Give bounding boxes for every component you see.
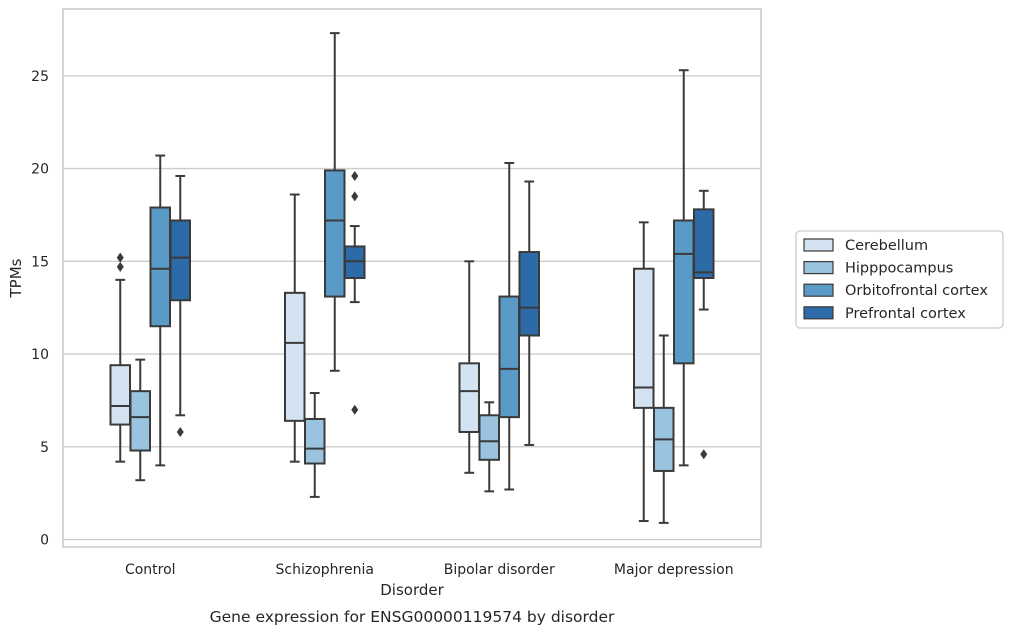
x-tick-label: Bipolar disorder <box>444 562 555 578</box>
iqr-box <box>478 414 500 461</box>
outlier-point <box>116 252 124 263</box>
iqr-box <box>693 208 715 280</box>
legend-swatch <box>803 283 834 297</box>
box-groups <box>109 32 715 524</box>
box-group <box>633 221 655 523</box>
y-tick-label: 10 <box>31 347 49 363</box>
iqr-box <box>458 362 480 433</box>
y-tick-label: 25 <box>31 69 49 85</box>
box-group <box>344 170 366 415</box>
y-axis-label: TPMs <box>7 258 25 298</box>
y-tick-label: 0 <box>40 533 49 549</box>
box-group <box>693 189 715 460</box>
y-axis-ticks: 0 5 10 15 20 25 <box>31 69 49 549</box>
legend-frame <box>795 230 1004 329</box>
box-group <box>284 193 306 463</box>
y-tick-label: 15 <box>31 254 49 270</box>
iqr-box <box>149 206 171 328</box>
figure-caption: Gene expression for ENSG00000119574 by d… <box>210 608 615 626</box>
box-group <box>518 180 540 446</box>
iqr-box <box>169 219 191 302</box>
x-tick-label: Schizophrenia <box>276 562 374 578</box>
box-group <box>458 260 480 474</box>
legend-swatch <box>803 306 834 320</box>
x-tick-label: Control <box>125 562 176 578</box>
x-axis-label: Disorder <box>380 581 444 599</box>
iqr-box <box>633 267 655 409</box>
box-group <box>324 32 346 372</box>
y-tick-label: 5 <box>40 440 49 456</box>
box-group <box>478 401 500 493</box>
iqr-box <box>673 219 695 365</box>
box-group <box>653 334 675 524</box>
iqr-box <box>109 364 131 426</box>
outlier-point <box>351 191 359 202</box>
legend-swatch <box>803 238 834 252</box>
outlier-point <box>116 261 124 272</box>
legend-label: Hipppocampus <box>845 261 953 277</box>
box-group <box>498 161 520 491</box>
box-group <box>129 358 151 482</box>
legend-label: Prefrontal cortex <box>845 306 966 322</box>
box-group <box>169 174 191 437</box>
outlier-point <box>351 404 359 415</box>
box-group <box>304 392 326 498</box>
iqr-box <box>518 251 540 337</box>
outlier-point <box>176 426 184 437</box>
box-group <box>109 252 131 463</box>
iqr-box <box>324 169 346 298</box>
x-axis-ticks: Control Schizophrenia Bipolar disorder Majo… <box>125 562 734 578</box>
outlier-point <box>351 170 359 181</box>
iqr-box <box>498 295 520 419</box>
plot-frame <box>62 8 762 548</box>
y-tick-label: 20 <box>31 162 49 178</box>
box-group <box>673 69 695 467</box>
x-tick-label: Major depression <box>614 562 734 578</box>
outlier-point <box>700 449 708 460</box>
legend: Cerebellum Hipppocampus Orbitofrontal cort… <box>795 230 1004 329</box>
iqr-box <box>304 417 326 465</box>
legend-swatch <box>803 261 834 275</box>
legend-label: Cerebellum <box>845 238 928 254</box>
legend-label: Orbitofrontal cortex <box>845 283 988 299</box>
iqr-box <box>129 390 151 452</box>
iqr-box <box>284 291 306 422</box>
box-group <box>149 154 171 467</box>
